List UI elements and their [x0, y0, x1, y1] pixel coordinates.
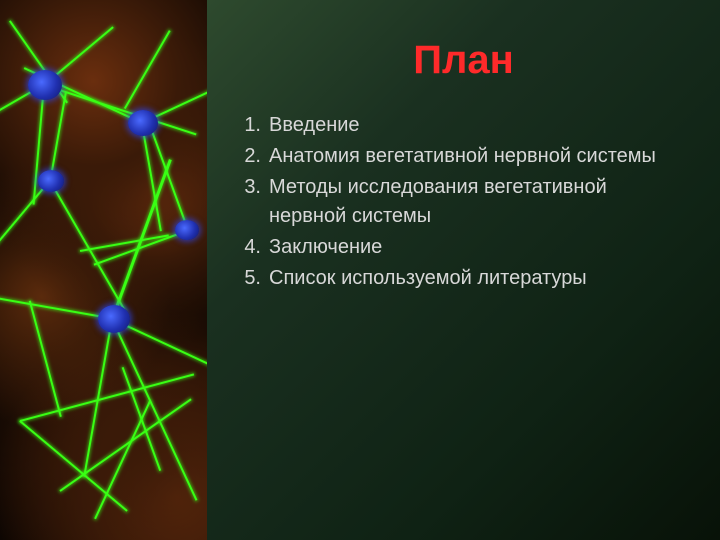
outline-item-text: Заключение: [269, 233, 686, 262]
outline-item-text: Список используемой литературы: [269, 264, 686, 293]
neuron-nucleus: [128, 110, 158, 136]
outline-item-number: 1.: [241, 111, 269, 140]
outline-item: 5.Список используемой литературы: [241, 264, 686, 293]
slide-title: План: [241, 38, 686, 83]
neuron-nucleus: [38, 170, 64, 192]
outline-item-text: Методы исследования вегетативной нервной…: [269, 173, 686, 231]
neuron-nucleus: [98, 305, 130, 333]
outline-item-number: 5.: [241, 264, 269, 293]
sidebar-neuron-image: [0, 0, 207, 540]
outline-item-text: Анатомия вегетативной нервной системы: [269, 142, 686, 171]
outline-item: 1.Введение: [241, 111, 686, 140]
slide: План 1.Введение2.Анатомия вегетативной н…: [0, 0, 720, 540]
outline-item-number: 4.: [241, 233, 269, 262]
outline-item: 4.Заключение: [241, 233, 686, 262]
neuron-nucleus: [175, 220, 199, 240]
outline-item: 2.Анатомия вегетативной нервной системы: [241, 142, 686, 171]
outline-item-text: Введение: [269, 111, 686, 140]
outline-list: 1.Введение2.Анатомия вегетативной нервно…: [241, 111, 686, 293]
outline-item-number: 2.: [241, 142, 269, 171]
slide-content: План 1.Введение2.Анатомия вегетативной н…: [207, 0, 720, 540]
outline-item: 3.Методы исследования вегетативной нервн…: [241, 173, 686, 231]
outline-item-number: 3.: [241, 173, 269, 231]
neuron-nucleus: [28, 70, 62, 100]
